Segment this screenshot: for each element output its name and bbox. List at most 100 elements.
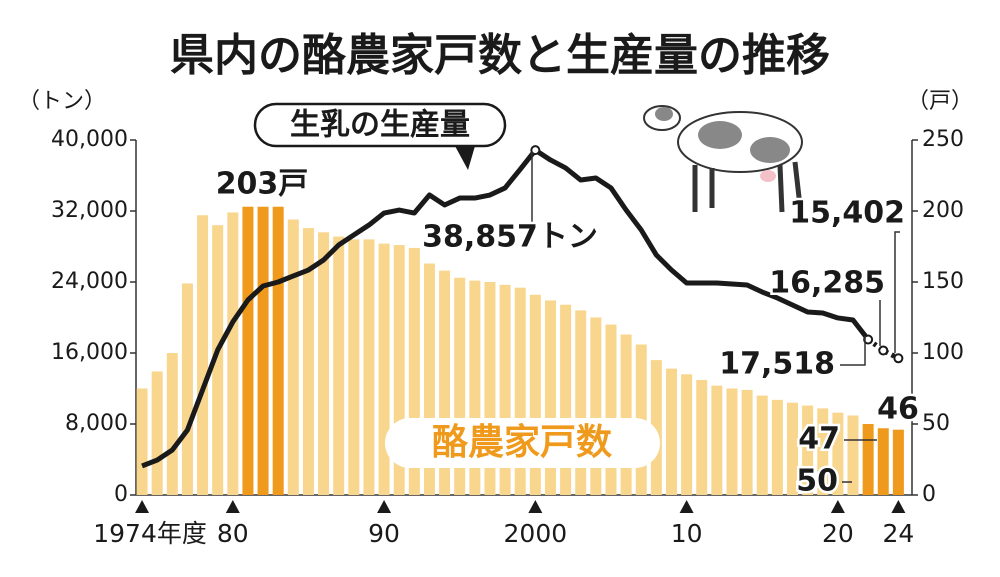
bar [363,239,375,495]
data-label: 50 [796,464,838,499]
bar [227,212,239,496]
bar [605,324,617,495]
y-tick-label: 32,000 [51,198,128,223]
y-tick-label: 40,000 [51,127,128,152]
bar [348,239,360,495]
y2-tick-label: 50 [922,411,950,436]
bar [333,236,345,495]
y2-tick-label: 0 [922,482,936,507]
legend-label: 生乳の生産量 [290,108,470,143]
bar [877,428,889,495]
data-label: 15,402 [789,196,905,231]
data-label: 38,857トン [422,220,598,255]
bar [212,225,224,495]
bar [318,232,330,496]
bar [287,219,299,495]
line-point [878,345,889,356]
data-label: 46 [877,392,919,427]
x-tick [830,500,845,513]
bar [771,399,783,495]
x-tick [377,500,392,513]
line-point [530,145,541,156]
y2-tick-label: 250 [922,127,964,152]
y2-tick-label: 200 [922,198,964,223]
bar [620,334,632,495]
x-tick [225,500,240,513]
x-tick-label: 24 [882,519,914,548]
x-tick-label: 90 [368,519,400,548]
x-tick-label: 20 [822,519,854,548]
data-label: 47 [798,422,840,457]
bar [575,310,587,495]
bar [862,424,874,495]
bar [650,360,662,495]
bar [786,402,798,495]
bar [665,368,677,495]
bar [423,263,435,495]
bar [529,294,541,495]
y2-axis-label: （戸） [907,89,973,114]
y-tick-label: 24,000 [51,269,128,294]
bar [272,206,284,496]
line [141,147,871,469]
y2-tick-label: 150 [922,269,964,294]
leader-line [894,231,900,353]
bar [756,395,768,495]
legend-label: 酪農家戸数 [432,422,612,463]
y-tick-label: 0 [114,482,128,507]
x-tick [679,500,694,513]
legend-box [385,418,660,468]
data-label: 17,518 [719,347,835,382]
cow-illustration [643,105,803,213]
y2-tick-label: 100 [922,340,964,365]
bar [499,284,511,495]
bar [817,408,829,495]
bar [408,247,420,495]
y-tick-label: 16,000 [51,340,128,365]
bar [560,304,572,495]
legend-box [253,102,507,148]
data-label: 203戸 [216,167,309,202]
y-axis-label: （トン） [18,89,106,114]
x-tick [135,500,150,513]
bar [711,385,723,495]
data-label: 16,285 [769,266,885,301]
leader-line [840,336,866,366]
bar [439,270,451,495]
bar [136,388,148,495]
bar [302,228,314,496]
bar [242,206,254,496]
legend-pointer [455,146,475,170]
x-tick-label: 10 [671,519,703,548]
bar [847,415,859,495]
bar [544,300,556,495]
bar [378,243,390,495]
x-tick-label: 2000 [504,519,568,548]
bar [151,371,163,495]
bar [454,277,466,495]
bar [802,405,814,495]
bar [681,374,693,495]
bar [892,429,904,495]
bar [726,388,738,495]
bar [469,280,481,495]
bar [166,353,178,495]
bar [832,412,844,495]
y-tick-label: 8,000 [65,411,128,436]
bar [590,317,602,495]
bar [696,379,708,495]
bar [741,389,753,495]
bar [197,215,209,495]
x-tick-label: 1974年度 [93,519,207,548]
line-point [893,353,904,364]
chart-title: 県内の酪農家戸数と生産量の推移 [170,30,830,81]
bar [514,287,526,495]
x-tick-label: 80 [217,519,249,548]
bar [484,282,496,495]
bar [257,206,269,496]
bar [393,245,405,495]
line-point [863,334,874,345]
line-provisional [866,337,900,361]
x-tick [528,500,543,513]
